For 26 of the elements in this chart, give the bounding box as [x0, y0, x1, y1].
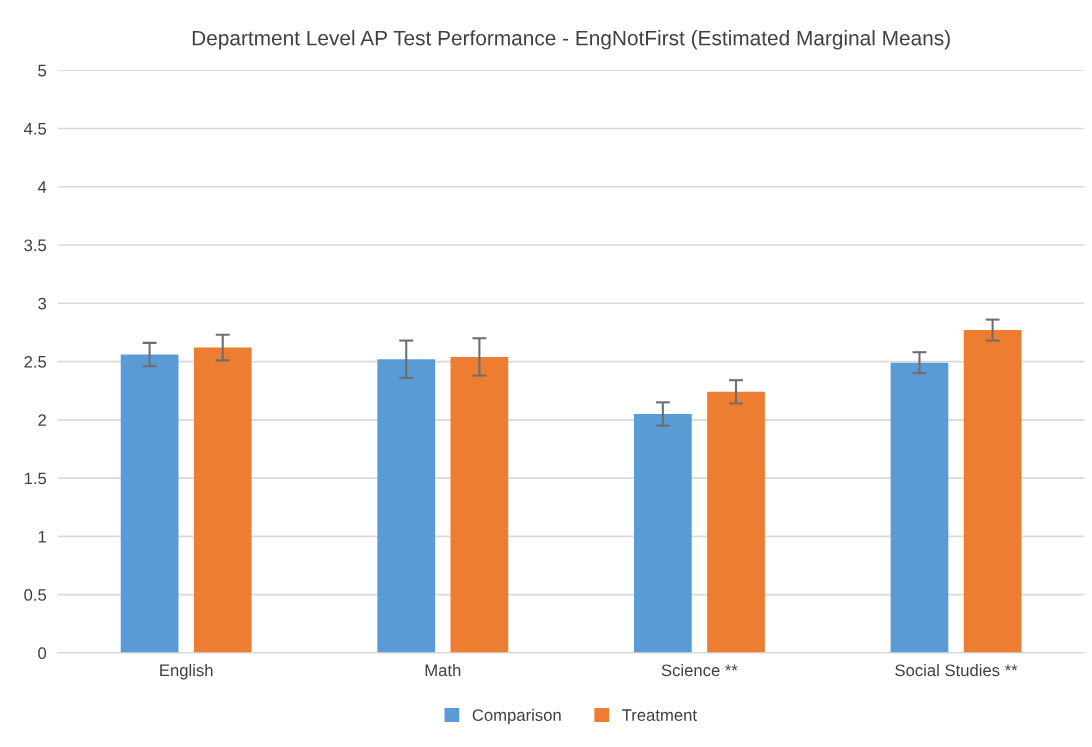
y-tick-label: 1 — [38, 530, 46, 543]
y-tick-label: 3 — [38, 297, 47, 310]
bar — [707, 391, 765, 653]
y-tick-label: 2 — [38, 414, 46, 426]
y-tick-label: 4 — [37, 181, 47, 193]
legend-label: Comparison — [472, 708, 561, 725]
bar — [963, 330, 1022, 653]
y-tick-label: 3.5 — [24, 239, 47, 252]
bar — [450, 356, 509, 653]
y-tick-label: 1.5 — [24, 472, 47, 485]
x-tick-label: Science ** — [661, 663, 738, 677]
y-tick-label: 5 — [38, 64, 47, 77]
bar — [890, 362, 949, 653]
y-tick-label: 0 — [38, 647, 47, 660]
legend-label: Treatment — [622, 709, 697, 721]
y-tick-label: 2.5 — [24, 355, 47, 368]
bar — [193, 347, 252, 653]
chart-title: Department Level AP Test Performance - EngNotFirst (Estimated Marginal Means) — [192, 30, 950, 50]
x-tick-label: Math — [425, 663, 461, 677]
y-tick-label: 4.5 — [23, 123, 47, 135]
bar — [120, 354, 179, 653]
bar — [633, 413, 692, 653]
y-tick-label: 0.5 — [24, 589, 47, 601]
x-tick-label: Social Studies ** — [895, 663, 1018, 677]
x-tick-label: English — [160, 663, 213, 680]
bar — [377, 359, 436, 653]
